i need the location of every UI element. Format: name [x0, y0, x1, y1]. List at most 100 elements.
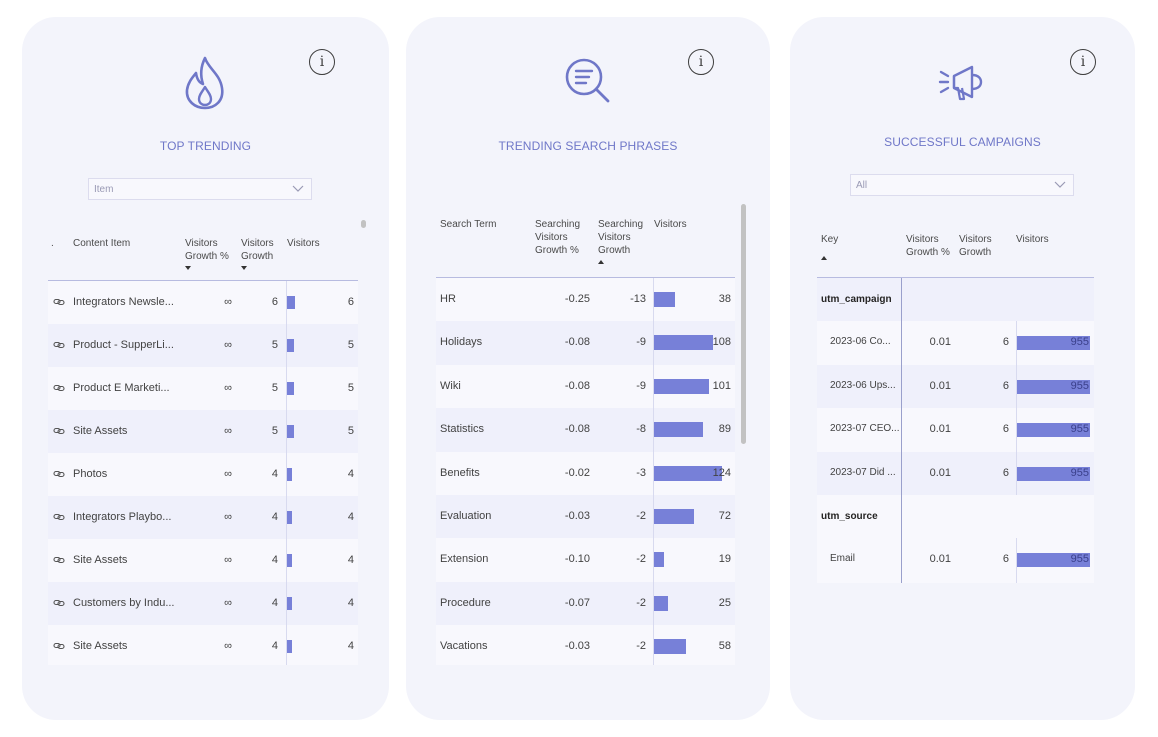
table-row[interactable]: 2023-07 CEO... 0.01 6 955: [817, 408, 1094, 451]
table-row[interactable]: Site Assets ∞ 4 4: [48, 625, 358, 665]
table-row[interactable]: Wiki -0.08 -9 101: [436, 365, 735, 408]
megaphone-icon: [938, 65, 983, 101]
search-list-icon: [565, 58, 610, 103]
key-cell[interactable]: 2023-06 Ups...: [830, 379, 896, 391]
column-header-search-term[interactable]: Search Term: [440, 219, 497, 230]
content-item-cell[interactable]: Product - SupperLi...: [73, 339, 174, 351]
link-icon: [53, 642, 65, 650]
visitors-cell: 955: [1070, 466, 1089, 479]
table-row[interactable]: 2023-06 Ups... 0.01 6 955: [817, 364, 1094, 409]
visitors-growth-pct-cell: 0.01: [929, 336, 951, 349]
table-row[interactable]: Site Assets ∞ 4 4: [48, 539, 358, 582]
table-row[interactable]: Statistics -0.08 -8 89: [436, 408, 735, 452]
visitors-cell: 5: [347, 382, 354, 394]
visitors-bar: [654, 335, 714, 351]
group-row[interactable]: utm_campaign: [817, 278, 1094, 322]
table-row[interactable]: Product - SupperLi... ∞ 5 5: [48, 324, 358, 367]
table-row[interactable]: Customers by Indu... ∞ 4 4: [48, 582, 358, 625]
table-row[interactable]: Photos ∞ 4 4: [48, 453, 358, 496]
table-row[interactable]: Benefits -0.02 -3 124: [436, 452, 735, 495]
group-label[interactable]: utm_campaign: [821, 294, 892, 305]
info-icon[interactable]: i: [688, 49, 714, 75]
visitors-bar: [287, 640, 293, 653]
top-trending-table: . Content Item Visitors Growth % Visitor…: [48, 220, 358, 665]
table-row[interactable]: Vacations -0.03 -2 58: [436, 625, 735, 665]
table-row[interactable]: Email 0.01 6 955: [817, 538, 1094, 581]
table-row[interactable]: 2023-06 Co... 0.01 6 955: [817, 321, 1094, 364]
search-term-cell[interactable]: Evaluation: [440, 510, 492, 522]
key-cell[interactable]: 2023-07 CEO...: [830, 423, 900, 435]
item-filter-dropdown[interactable]: Item: [88, 178, 312, 200]
column-header-searching-visitors-growth-pct[interactable]: Searching Visitors Growth %: [535, 219, 581, 256]
content-item-cell[interactable]: Integrators Newsle...: [73, 296, 174, 308]
sort-asc-icon: [821, 256, 827, 260]
visitors-growth-cell: 6: [271, 296, 278, 308]
table-row[interactable]: HR -0.25 -13 38: [436, 278, 735, 321]
table-header: . Content Item Visitors Growth % Visitor…: [48, 220, 358, 281]
content-item-cell[interactable]: Integrators Playbo...: [73, 511, 172, 523]
search-term-cell[interactable]: Benefits: [440, 466, 480, 479]
column-header-visitors[interactable]: Visitors: [287, 238, 320, 249]
content-item-cell[interactable]: Site Assets: [73, 640, 128, 652]
column-divider: [286, 281, 287, 665]
key-cell[interactable]: 2023-06 Co...: [830, 336, 891, 348]
search-term-cell[interactable]: Holidays: [440, 336, 483, 349]
search-term-cell[interactable]: Extension: [440, 553, 489, 566]
column-header-key[interactable]: Key: [821, 233, 838, 260]
column-header-visitors[interactable]: Visitors: [654, 219, 687, 230]
dropdown-value: Item: [94, 183, 114, 195]
visitors-bar: [654, 595, 668, 611]
content-item-cell[interactable]: Site Assets: [73, 554, 128, 566]
visitors-growth-pct-cell: ∞: [224, 597, 232, 609]
visitors-cell: 25: [718, 596, 731, 609]
column-header-content-item[interactable]: Content Item: [73, 238, 131, 249]
card-title: TOP TRENDING: [159, 139, 252, 153]
campaign-filter-dropdown[interactable]: All: [850, 174, 1074, 196]
column-header-visitors-growth-pct[interactable]: Visitors Growth %: [185, 237, 237, 270]
visitors-growth-cell: 4: [271, 640, 278, 652]
search-term-cell[interactable]: HR: [440, 293, 456, 305]
table-row[interactable]: Holidays -0.08 -9 108: [436, 321, 735, 365]
content-item-cell[interactable]: Customers by Indu...: [73, 597, 175, 609]
table-row[interactable]: 2023-07 Did ... 0.01 6 955: [817, 451, 1094, 495]
table-row[interactable]: Procedure -0.07 -2 25: [436, 581, 735, 626]
content-item-cell[interactable]: Product E Marketi...: [73, 382, 170, 394]
content-item-cell[interactable]: Photos: [73, 468, 108, 480]
key-cell[interactable]: Email: [830, 553, 856, 565]
column-header-searching-visitors-growth[interactable]: Searching Visitors Growth: [598, 218, 650, 264]
search-term-cell[interactable]: Wiki: [440, 379, 461, 392]
campaigns-table: Key Visitors Growth % Visitors Growth Vi…: [817, 216, 1094, 583]
visitors-cell: 4: [347, 597, 354, 609]
info-icon[interactable]: i: [309, 49, 335, 75]
scrollbar-thumb[interactable]: [361, 220, 366, 228]
sort-desc-icon: [241, 266, 247, 270]
table-row[interactable]: Extension -0.10 -2 19: [436, 538, 735, 581]
table-row[interactable]: Integrators Playbo... ∞ 4 4: [48, 496, 358, 539]
visitors-bar: [287, 339, 294, 352]
column-header-visitors-growth-pct[interactable]: Visitors Growth %: [906, 234, 950, 258]
search-term-cell[interactable]: Statistics: [440, 423, 485, 436]
link-icon: [53, 341, 65, 349]
searching-visitors-growth-cell: -2: [636, 510, 646, 522]
table-row[interactable]: Site Assets ∞ 5 5: [48, 410, 358, 453]
group-row[interactable]: utm_source: [817, 495, 1094, 538]
table-row[interactable]: Product E Marketi... ∞ 5 5: [48, 367, 358, 410]
visitors-growth-cell: 6: [1002, 553, 1009, 566]
search-term-cell[interactable]: Procedure: [440, 596, 491, 609]
table-row[interactable]: Integrators Newsle... ∞ 6 6: [48, 281, 358, 324]
link-icon: [53, 384, 65, 392]
column-header-visitors-growth[interactable]: Visitors Growth: [241, 237, 283, 270]
scrollbar-thumb[interactable]: [741, 204, 746, 444]
key-cell[interactable]: 2023-07 Did ...: [830, 466, 896, 478]
column-header-visitors[interactable]: Visitors: [1016, 234, 1049, 245]
visitors-bar: [654, 378, 710, 394]
visitors-cell: 38: [718, 293, 731, 305]
column-header-index[interactable]: .: [51, 238, 54, 249]
info-icon[interactable]: i: [1070, 49, 1096, 75]
content-item-cell[interactable]: Site Assets: [73, 425, 128, 437]
column-header-visitors-growth[interactable]: Visitors Growth: [959, 234, 992, 258]
visitors-growth-pct-cell: 0.01: [929, 466, 951, 479]
table-row[interactable]: Evaluation -0.03 -2 72: [436, 495, 735, 539]
group-label[interactable]: utm_source: [821, 511, 878, 522]
search-term-cell[interactable]: Vacations: [440, 640, 488, 653]
